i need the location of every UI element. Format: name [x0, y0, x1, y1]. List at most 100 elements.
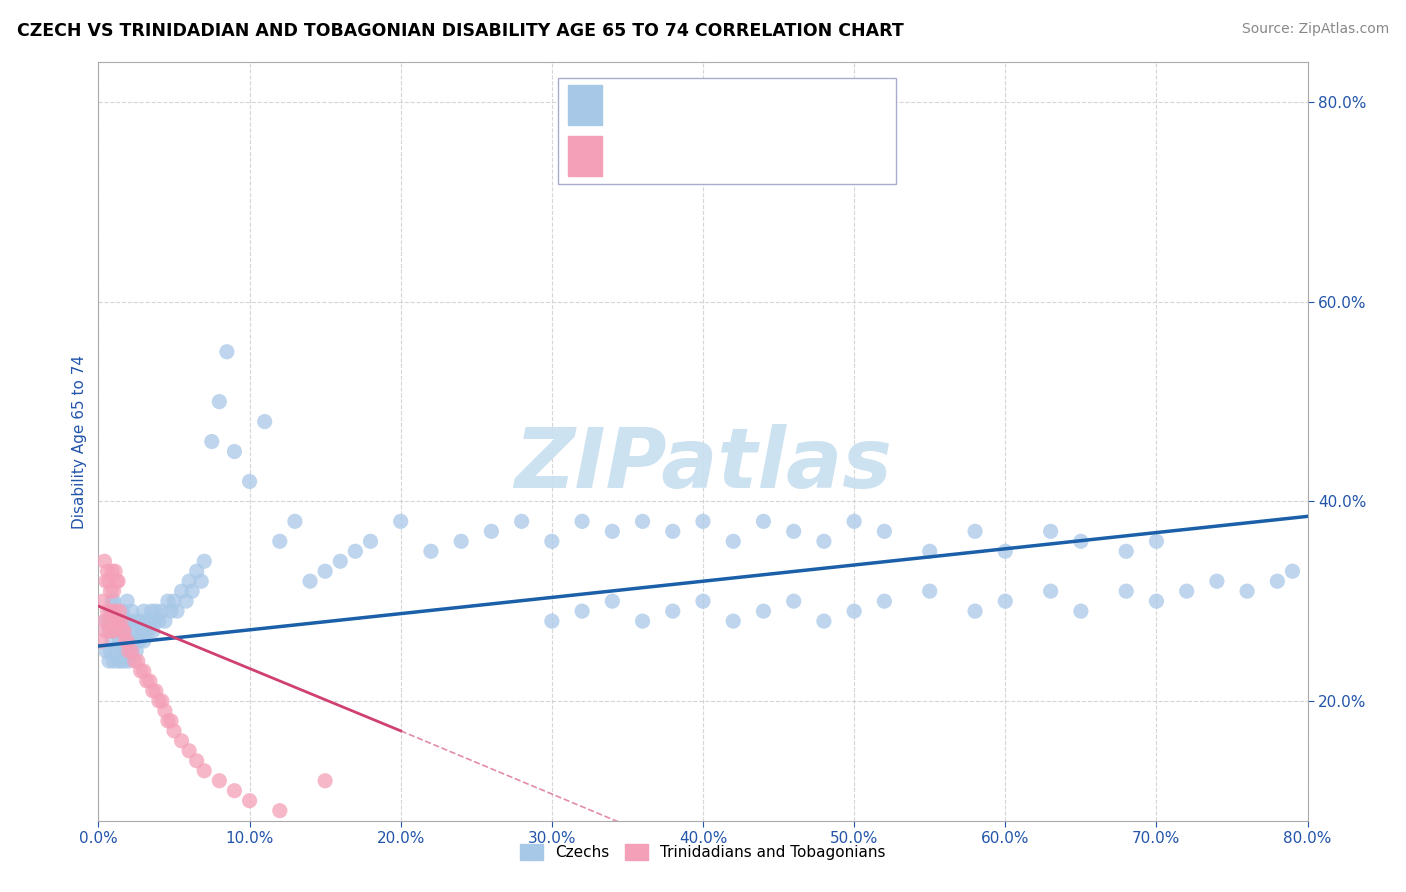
Point	[105, 574, 128, 589]
Point	[1070, 534, 1092, 549]
Point	[114, 644, 136, 658]
Point	[111, 644, 134, 658]
Point	[105, 614, 128, 628]
Point	[201, 434, 224, 449]
Point	[112, 624, 135, 639]
Point	[108, 604, 131, 618]
Point	[1175, 584, 1198, 599]
Point	[121, 604, 143, 618]
Point	[1144, 594, 1167, 608]
Point	[100, 604, 122, 618]
Point	[994, 544, 1017, 558]
Point	[148, 614, 170, 628]
Point	[127, 624, 149, 639]
Point	[314, 564, 336, 578]
Point	[873, 594, 896, 608]
Point	[186, 754, 208, 768]
Point	[94, 574, 117, 589]
Point	[118, 654, 141, 668]
Point	[1281, 564, 1303, 578]
Point	[112, 624, 135, 639]
Point	[100, 624, 122, 639]
Point	[813, 614, 835, 628]
Point	[129, 614, 152, 628]
Point	[145, 604, 167, 618]
Point	[114, 614, 136, 628]
Point	[918, 544, 941, 558]
Point	[107, 624, 129, 639]
Point	[540, 614, 562, 628]
Point	[360, 534, 382, 549]
Point	[1070, 604, 1092, 618]
Point	[115, 594, 138, 608]
Legend: Czechs, Trinidadians and Tobagonians: Czechs, Trinidadians and Tobagonians	[515, 838, 891, 866]
Point	[918, 584, 941, 599]
Point	[110, 654, 132, 668]
Point	[100, 584, 122, 599]
Point	[101, 604, 124, 618]
Point	[153, 704, 176, 718]
Point	[450, 534, 472, 549]
Point	[143, 614, 166, 628]
Point	[118, 614, 141, 628]
Point	[150, 604, 173, 618]
Point	[284, 514, 307, 528]
Point	[965, 524, 987, 539]
Point	[190, 574, 212, 589]
Point	[661, 604, 683, 618]
Point	[571, 604, 593, 618]
Point	[122, 624, 145, 639]
Point	[153, 614, 176, 628]
Point	[112, 654, 135, 668]
Point	[994, 594, 1017, 608]
Point	[540, 534, 562, 549]
Point	[107, 574, 129, 589]
Point	[160, 604, 183, 618]
Point	[100, 644, 122, 658]
Point	[125, 614, 148, 628]
Point	[163, 594, 186, 608]
Point	[389, 514, 412, 528]
Point	[179, 744, 201, 758]
Point	[602, 524, 624, 539]
Point	[1206, 574, 1229, 589]
Point	[139, 614, 162, 628]
Point	[132, 664, 155, 678]
Point	[101, 634, 124, 648]
Point	[120, 634, 142, 648]
Point	[98, 654, 121, 668]
Point	[105, 614, 128, 628]
Point	[127, 654, 149, 668]
Point	[723, 534, 745, 549]
Point	[783, 524, 806, 539]
Point	[98, 574, 121, 589]
Point	[239, 794, 262, 808]
Point	[141, 604, 163, 618]
Point	[1236, 584, 1258, 599]
Point	[174, 594, 197, 608]
Point	[145, 684, 167, 698]
Point	[101, 564, 124, 578]
Point	[118, 644, 141, 658]
Point	[98, 614, 121, 628]
Point	[132, 634, 155, 648]
Point	[224, 783, 246, 797]
Point	[163, 723, 186, 738]
Point	[131, 624, 153, 639]
Point	[510, 514, 533, 528]
Point	[142, 684, 165, 698]
Point	[752, 604, 775, 618]
Point	[124, 634, 146, 648]
Point	[115, 634, 138, 648]
Point	[103, 594, 125, 608]
Y-axis label: Disability Age 65 to 74: Disability Age 65 to 74	[72, 354, 87, 529]
Point	[111, 604, 134, 618]
Point	[193, 764, 215, 778]
Point	[91, 594, 114, 608]
Point	[181, 584, 204, 599]
Point	[186, 564, 208, 578]
Point	[110, 614, 132, 628]
Point	[114, 634, 136, 648]
Point	[692, 594, 714, 608]
Point	[239, 475, 262, 489]
